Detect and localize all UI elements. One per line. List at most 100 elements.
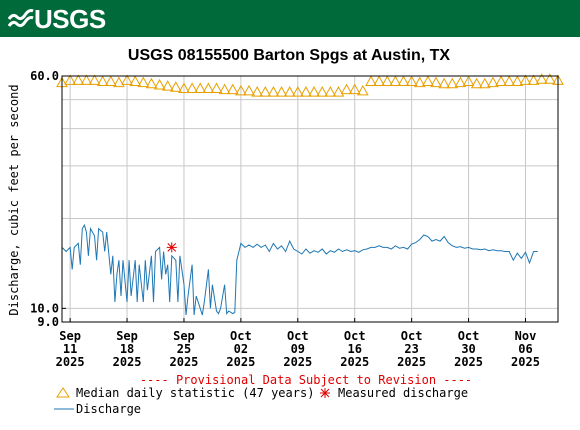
median-point: [389, 75, 402, 87]
median-point: [373, 75, 385, 87]
median-point: [235, 84, 247, 96]
median-point: [169, 81, 182, 92]
median-point: [80, 74, 93, 85]
median-point: [544, 73, 556, 84]
legend-median-label: Median daily statistic (47 years): [76, 386, 314, 400]
median-point: [218, 83, 231, 95]
median-point: [121, 74, 133, 85]
x-axis-ticks: Sep112025Sep182025Sep252025Oct022025Oct0…: [56, 318, 540, 369]
x-tick-label: Sep: [59, 329, 81, 343]
median-point: [324, 86, 337, 97]
median-point: [283, 86, 296, 97]
plot-frame: [61, 75, 559, 323]
y-axis-label: Discharge, cubic feet per second: [7, 84, 21, 315]
median-point: [210, 82, 223, 93]
median-point: [422, 75, 434, 87]
legend-median-marker: [56, 387, 70, 398]
median-point: [316, 86, 329, 97]
median-point: [438, 77, 451, 89]
x-tick-label: 2025: [226, 355, 255, 369]
median-point: [251, 86, 263, 97]
median-point: [535, 73, 548, 84]
median-point: [259, 86, 272, 97]
x-tick-label: 30: [461, 342, 475, 356]
median-point: [178, 82, 190, 93]
measured-point: [166, 242, 177, 253]
x-tick-label: Sep: [116, 329, 138, 343]
y-tick-label: 9.0: [37, 315, 59, 329]
measured-series: [166, 242, 177, 253]
x-tick-label: 2025: [340, 355, 369, 369]
median-point: [470, 77, 483, 89]
median-point: [202, 82, 215, 93]
x-tick-label: 2025: [454, 355, 483, 369]
x-tick-label: 2025: [283, 355, 312, 369]
median-point: [381, 75, 394, 87]
median-point: [96, 75, 109, 87]
discharge-line: [61, 223, 538, 316]
legend-measured-label: Measured discharge: [338, 386, 468, 400]
median-point: [357, 84, 369, 96]
median-point: [527, 74, 540, 85]
median-point: [145, 77, 158, 89]
x-tick-label: 18: [120, 342, 134, 356]
x-tick-label: 2025: [56, 355, 85, 369]
provisional-note: ---- Provisional Data Subject to Revisio…: [140, 373, 472, 387]
x-tick-label: 2025: [511, 355, 540, 369]
x-tick-label: Oct: [458, 329, 480, 343]
usgs-header-bar: USGS: [0, 0, 580, 37]
chart-title: USGS 08155500 Barton Spgs at Austin, TX: [128, 47, 451, 64]
median-point: [64, 74, 76, 85]
median-point: [161, 80, 174, 91]
median-point: [348, 83, 361, 95]
x-tick-label: 2025: [170, 355, 199, 369]
median-point: [308, 86, 320, 97]
median-point: [495, 75, 507, 87]
x-tick-label: 25: [177, 342, 191, 356]
median-point: [104, 75, 117, 87]
x-tick-label: 2025: [113, 355, 142, 369]
x-tick-label: 09: [291, 342, 305, 356]
x-tick-label: 02: [234, 342, 248, 356]
median-point: [340, 83, 353, 95]
legend-discharge-label: Discharge: [76, 402, 141, 416]
median-point: [478, 77, 491, 89]
legend: Median daily statistic (47 years) Measure…: [54, 386, 468, 416]
median-point: [332, 86, 345, 97]
median-point: [397, 75, 410, 87]
median-point: [413, 76, 426, 88]
median-point: [487, 76, 499, 88]
y-tick-label: 60.0: [30, 69, 59, 83]
x-tick-label: Sep: [173, 329, 195, 343]
x-tick-label: 11: [63, 342, 77, 356]
x-tick-label: Oct: [230, 329, 252, 343]
median-point: [503, 75, 516, 87]
median-point: [291, 86, 304, 97]
x-tick-label: 16: [347, 342, 361, 356]
median-point: [243, 84, 255, 96]
usgs-logo[interactable]: USGS: [8, 4, 106, 34]
x-tick-label: 06: [518, 342, 532, 356]
y-axis-ticks: 60.0 10.09.0: [30, 69, 66, 329]
x-tick-label: Oct: [287, 329, 309, 343]
median-point: [88, 74, 101, 85]
median-point: [446, 77, 459, 89]
median-point: [194, 82, 207, 93]
median-point: [519, 74, 532, 85]
median-point: [129, 75, 142, 87]
median-point: [275, 86, 288, 97]
median-point: [300, 86, 312, 97]
x-tick-label: 23: [404, 342, 418, 356]
usgs-logo-text: USGS: [34, 3, 106, 34]
median-point: [405, 75, 418, 87]
median-point: [267, 86, 280, 97]
median-point: [365, 75, 377, 87]
median-point: [226, 83, 239, 95]
median-point: [454, 76, 467, 88]
legend-measured-marker: [320, 388, 330, 398]
discharge-series: [61, 223, 538, 316]
median-point: [113, 76, 125, 88]
median-point: [462, 75, 475, 87]
x-tick-label: Oct: [401, 329, 423, 343]
median-point: [137, 76, 150, 88]
